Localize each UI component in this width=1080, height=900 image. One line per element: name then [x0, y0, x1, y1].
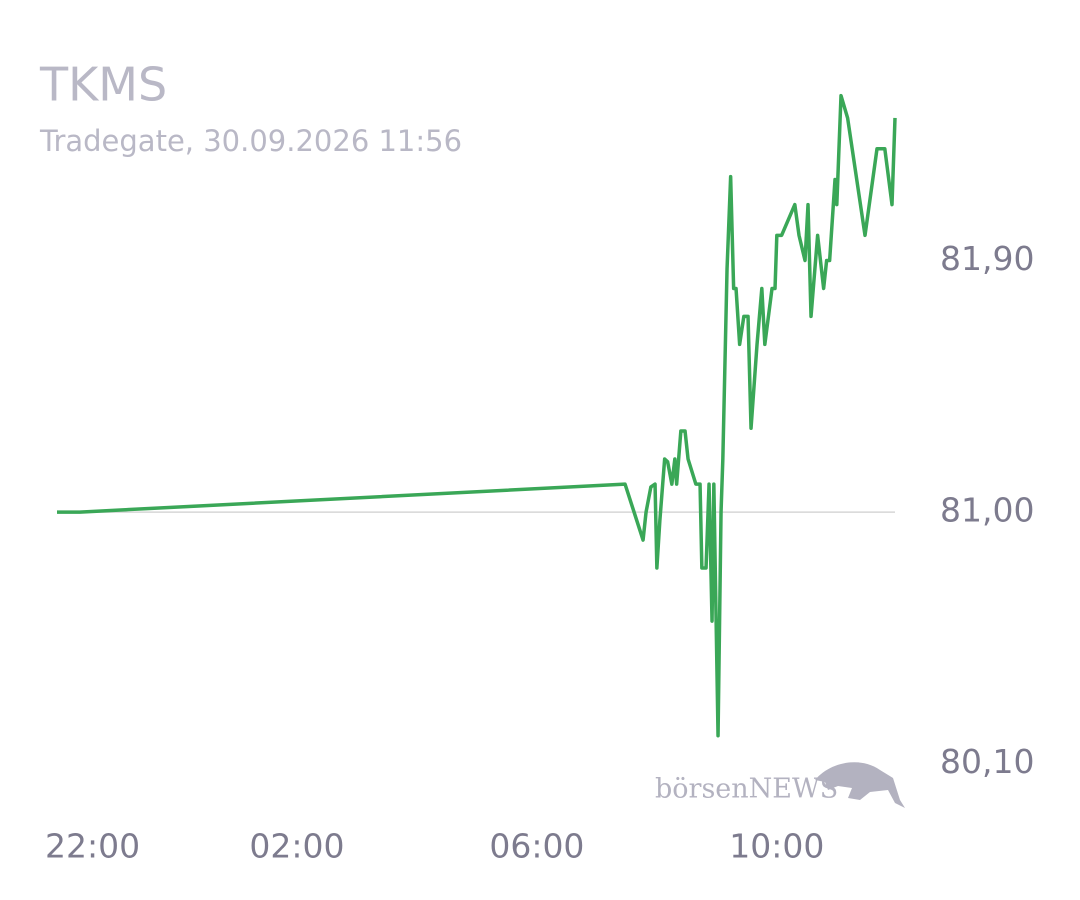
x-tick-label: 10:00 [729, 827, 824, 866]
y-tick-label: 81,90 [940, 239, 1034, 278]
watermark: börsenNEWS [655, 774, 838, 805]
price-line [57, 93, 897, 738]
bull-icon [815, 762, 905, 808]
chart-title: TKMS [39, 58, 167, 112]
y-tick-label: 80,10 [940, 742, 1034, 781]
y-tick-label: 81,00 [940, 491, 1034, 530]
chart-subtitle: Tradegate, 30.09.2026 11:56 [39, 124, 462, 158]
x-tick-label: 06:00 [489, 827, 584, 866]
x-tick-label: 22:00 [45, 827, 140, 866]
watermark-group: börsenNEWS [655, 762, 905, 808]
x-tick-label: 02:00 [249, 827, 344, 866]
